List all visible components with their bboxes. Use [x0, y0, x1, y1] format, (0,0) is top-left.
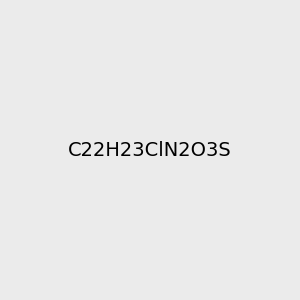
Text: C22H23ClN2O3S: C22H23ClN2O3S — [68, 140, 232, 160]
